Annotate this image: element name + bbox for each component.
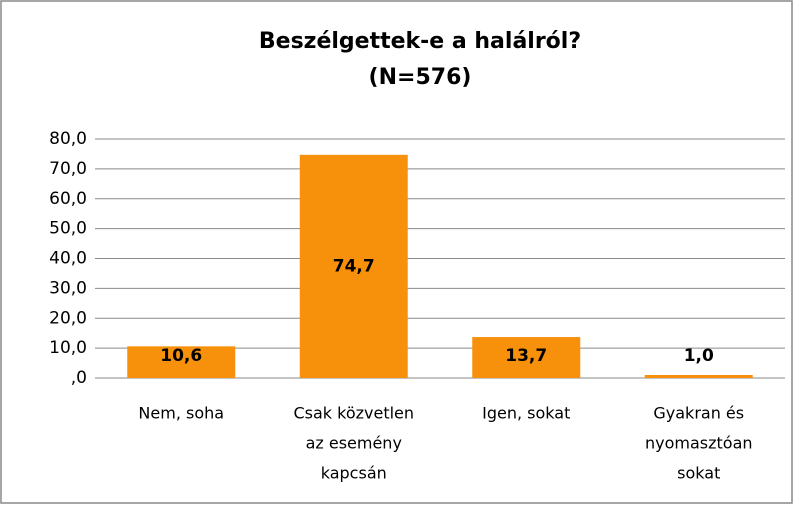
bar (299, 154, 408, 378)
data-label: 10,6 (160, 346, 202, 366)
chart-title: Beszélgettek-e a halálról? (259, 29, 581, 54)
bar (472, 337, 581, 378)
data-label: 74,7 (333, 256, 375, 276)
x-tick-label: nyomasztóan (645, 434, 753, 453)
y-tick-label: 70,0 (49, 159, 87, 179)
y-tick-label: ,0 (71, 368, 87, 388)
y-tick-label: 80,0 (49, 129, 87, 149)
y-tick-label: 60,0 (49, 189, 87, 209)
y-tick-label: 30,0 (49, 278, 87, 298)
bar (127, 346, 236, 378)
x-tick-label: sokat (677, 464, 720, 483)
y-tick-label: 20,0 (49, 308, 87, 328)
y-tick-label: 40,0 (49, 249, 87, 269)
bar (644, 375, 753, 378)
chart-subtitle: (N=576) (369, 65, 472, 90)
x-tick-label: Gyakran és (653, 404, 744, 423)
x-tick-label: kapcsán (321, 464, 387, 483)
x-tick-label: az esemény (306, 434, 402, 453)
x-tick-label: Nem, soha (138, 404, 224, 423)
x-tick-label: Csak közvetlen (293, 404, 414, 423)
data-label: 1,0 (684, 346, 714, 366)
x-tick-label: Igen, sokat (482, 404, 570, 423)
y-tick-label: 10,0 (49, 338, 87, 358)
y-tick-label: 50,0 (49, 219, 87, 239)
data-label: 13,7 (505, 346, 547, 366)
